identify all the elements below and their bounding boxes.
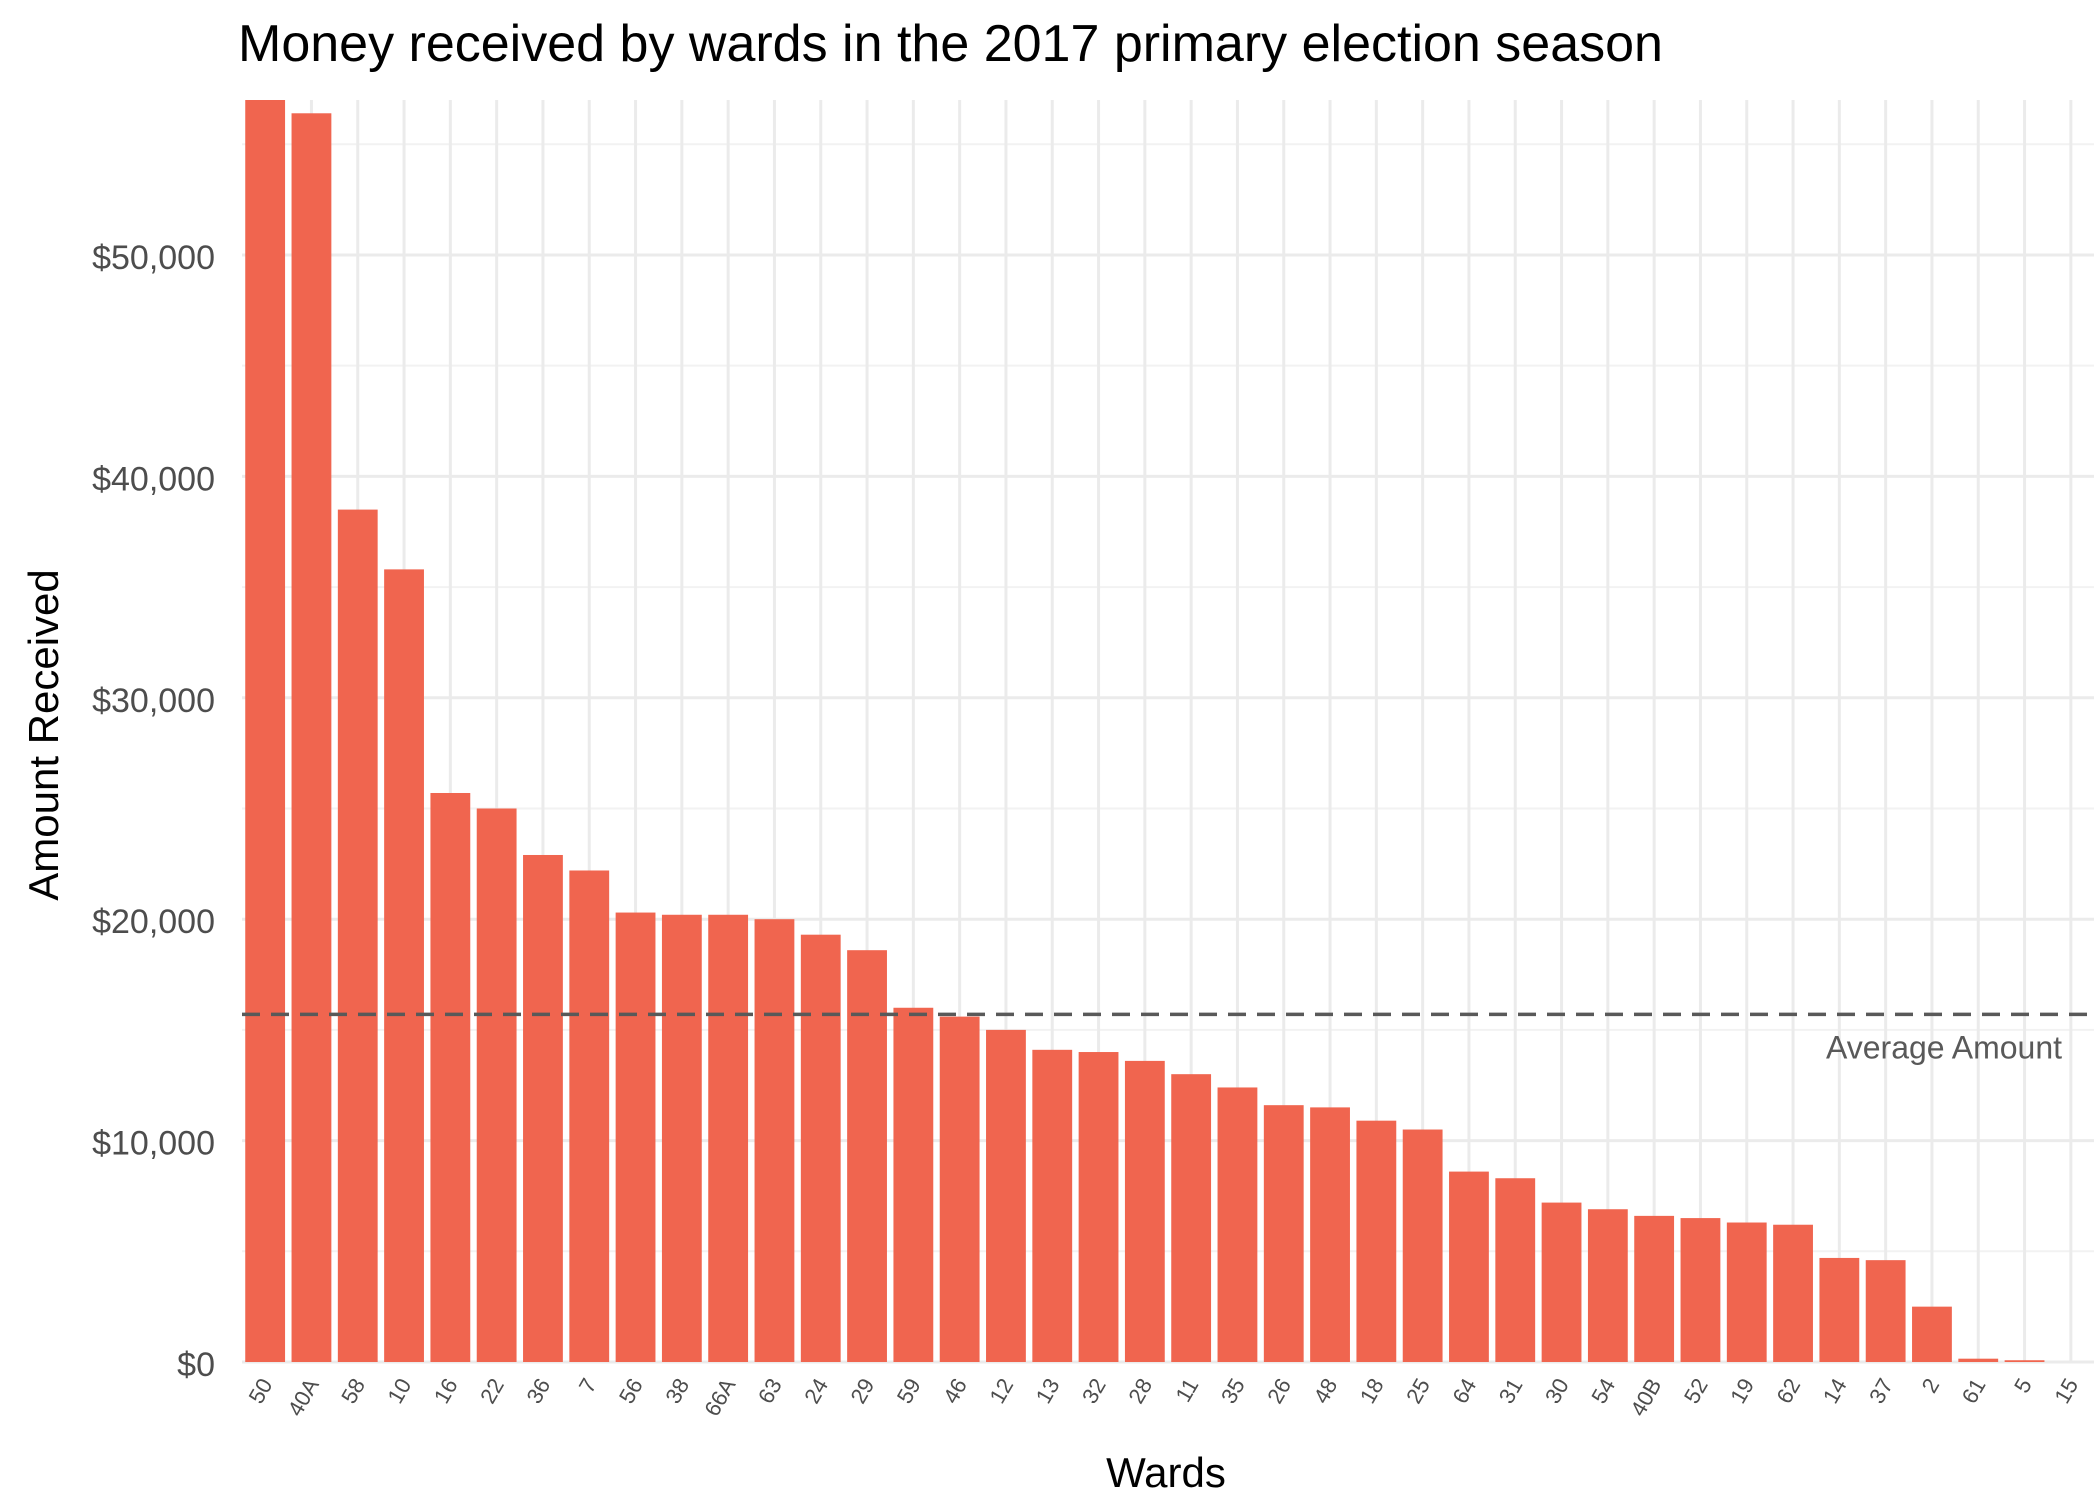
x-tick-label: 52 — [1679, 1374, 1713, 1408]
y-axis-tick-labels: $0 $10,000 $20,000 $30,000 $40,000 $50,000 — [92, 239, 215, 1384]
x-tick-label: 31 — [1494, 1374, 1528, 1408]
x-tick-label: 10 — [382, 1374, 416, 1408]
average-reference-label: Average Amount — [1826, 1029, 2062, 1065]
x-tick-label: 11 — [1170, 1374, 1203, 1406]
bar — [1217, 1087, 1258, 1362]
reference-line-group: Average Amount — [242, 1012, 2094, 1065]
x-tick-label: 62 — [1771, 1374, 1805, 1408]
x-tick-label: 40B — [1625, 1374, 1666, 1420]
x-axis-tick-labels: 50 40A 58 10 16 22 36 7 56 38 66A 63 24 29 59 46 12 13 32 2… — [244, 1374, 2084, 1421]
y-tick-label: $10,000 — [92, 1125, 215, 1163]
x-tick-label: 64 — [1447, 1374, 1481, 1408]
x-tick-label: 35 — [1216, 1374, 1250, 1408]
x-tick-label: 59 — [892, 1374, 926, 1408]
x-tick-label: 18 — [1355, 1374, 1389, 1408]
bar — [337, 509, 378, 1362]
x-tick-label: 15 — [2049, 1374, 2083, 1408]
x-tick-label: 19 — [1725, 1374, 1759, 1408]
x-tick-label: 5 — [2009, 1374, 2037, 1397]
x-tick-label: 56 — [614, 1374, 648, 1408]
bar — [1495, 1178, 1536, 1362]
bar — [523, 854, 563, 1362]
x-tick-label: 12 — [984, 1374, 1018, 1408]
x-tick-label: 16 — [429, 1374, 463, 1408]
x-tick-label: 14 — [1818, 1374, 1852, 1408]
x-tick-label: 38 — [660, 1374, 694, 1408]
x-tick-label: 30 — [1540, 1374, 1574, 1408]
x-tick-label: 25 — [1401, 1374, 1435, 1408]
x-tick-label: 13 — [1031, 1374, 1065, 1408]
x-tick-label: 24 — [799, 1374, 833, 1408]
x-tick-label: 37 — [1864, 1374, 1898, 1408]
y-tick-label: $50,000 — [92, 239, 215, 277]
bar — [1634, 1215, 1675, 1362]
bar — [384, 569, 424, 1362]
bar — [291, 113, 332, 1363]
bar — [939, 1016, 980, 1362]
x-tick-label: 29 — [845, 1374, 879, 1408]
x-tick-label: 26 — [1262, 1374, 1296, 1408]
bar — [1773, 1224, 1813, 1362]
x-tick-label: 66A — [699, 1374, 740, 1421]
bar — [847, 950, 887, 1362]
bar — [893, 1007, 934, 1362]
bar — [245, 100, 286, 1362]
x-tick-label: 58 — [336, 1374, 370, 1408]
x-tick-label: 32 — [1077, 1374, 1111, 1408]
x-axis-title: Wards — [1106, 1449, 1226, 1496]
x-tick-label: 50 — [244, 1374, 278, 1408]
y-tick-label: $40,000 — [92, 460, 215, 498]
bar — [661, 914, 702, 1362]
x-tick-label: 63 — [753, 1374, 787, 1408]
x-tick-label: 28 — [1123, 1374, 1157, 1408]
bar — [569, 870, 610, 1362]
bar — [986, 1029, 1026, 1362]
x-tick-label: 2 — [1917, 1374, 1945, 1397]
x-tick-label: 40A — [283, 1374, 324, 1421]
bar — [1865, 1260, 1906, 1362]
x-tick-label: 48 — [1308, 1374, 1342, 1408]
bar — [615, 912, 656, 1362]
bar — [1912, 1306, 1952, 1362]
bar — [1263, 1105, 1304, 1362]
bar — [430, 792, 471, 1362]
x-tick-label: 22 — [475, 1374, 509, 1408]
bar — [1078, 1052, 1119, 1362]
grid-lines — [242, 100, 2094, 1364]
bar — [2004, 1360, 2045, 1362]
bar — [1726, 1222, 1767, 1362]
bar — [1124, 1060, 1165, 1362]
bar — [1449, 1171, 1489, 1362]
bar — [800, 934, 841, 1362]
x-tick-label: 61 — [1957, 1374, 1991, 1408]
bar — [754, 919, 795, 1362]
bar — [1680, 1218, 1721, 1362]
chart-title: Money received by wards in the 2017 prim… — [238, 15, 1663, 73]
y-tick-label: $0 — [177, 1346, 215, 1384]
y-tick-label: $30,000 — [92, 682, 215, 720]
bar — [1819, 1257, 1860, 1362]
bar — [1402, 1129, 1443, 1362]
y-tick-label: $20,000 — [92, 903, 215, 941]
bar — [1587, 1209, 1628, 1362]
bar — [1310, 1107, 1350, 1362]
x-tick-label: 36 — [521, 1374, 555, 1408]
x-tick-label: 54 — [1586, 1374, 1620, 1408]
bar — [1356, 1120, 1397, 1362]
bar — [708, 914, 749, 1362]
bars — [245, 100, 2045, 1363]
bar — [1032, 1049, 1073, 1362]
bar — [1958, 1358, 1999, 1362]
bar — [1541, 1202, 1582, 1362]
y-axis-title: Amount Received — [20, 569, 67, 901]
bar — [1171, 1074, 1212, 1362]
bar — [476, 808, 517, 1362]
x-tick-label: 46 — [938, 1374, 972, 1408]
x-tick-label: 7 — [574, 1374, 602, 1397]
